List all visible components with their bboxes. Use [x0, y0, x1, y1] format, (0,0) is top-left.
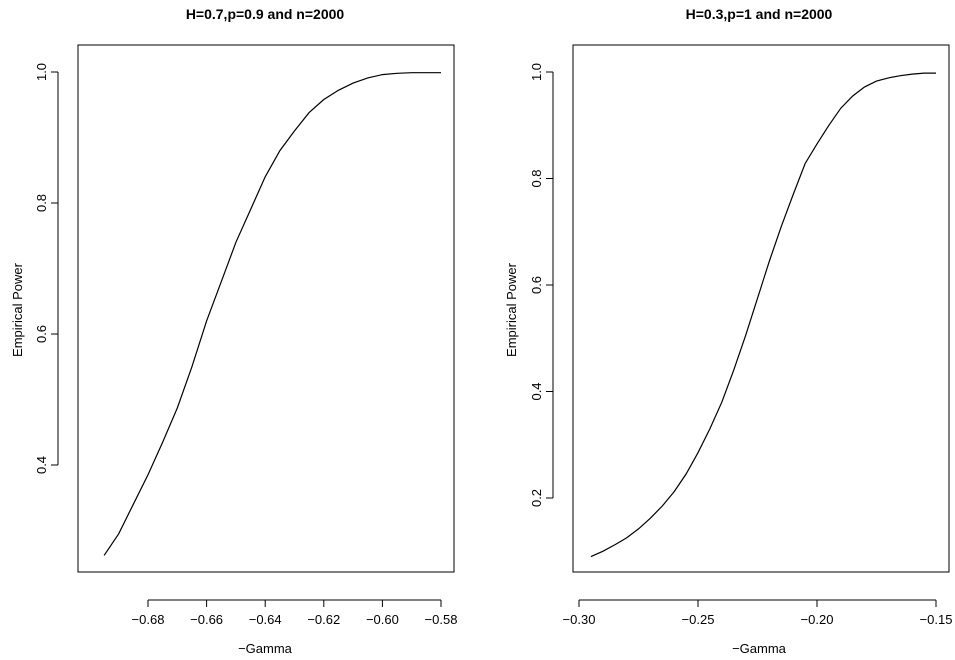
plot-frame-left	[77, 44, 455, 573]
chart-panel-left: H=0.7,p=0.9 and n=2000 −0.68 −0.66 −0.64 −0…	[10, 6, 457, 656]
y-tick-label: 0.6	[34, 325, 49, 343]
y-tick-label: 0.4	[529, 382, 544, 400]
chart-panel-right: H=0.3,p=1 and n=2000 −0.30 −0.25 −0.20 −0.1…	[504, 6, 952, 656]
x-tick-label: −0.58	[425, 612, 458, 627]
x-tick-label: −0.66	[190, 612, 223, 627]
y-axis-right: 0.2 0.4 0.6 0.8 1.0	[529, 63, 554, 507]
y-tick-label: 0.8	[529, 169, 544, 187]
y-tick-label: 0.2	[529, 489, 544, 507]
x-tick-label: −0.30	[563, 612, 596, 627]
x-axis-label-left: −Gamma	[238, 641, 293, 656]
chart-title-right: H=0.3,p=1 and n=2000	[686, 6, 833, 22]
x-tick-label: −0.60	[366, 612, 399, 627]
x-tick-label: −0.25	[682, 612, 715, 627]
y-tick-label: 1.0	[34, 63, 49, 81]
y-tick-label: 0.8	[34, 194, 49, 212]
x-axis-right: −0.30 −0.25 −0.20 −0.15	[563, 599, 953, 627]
y-tick-label: 1.0	[529, 63, 544, 81]
y-tick-label: 0.6	[529, 276, 544, 294]
x-tick-label: −0.68	[132, 612, 165, 627]
power-curve-right	[590, 72, 936, 558]
chart-title-left: H=0.7,p=0.9 and n=2000	[186, 6, 345, 22]
y-tick-label: 0.4	[34, 456, 49, 474]
y-axis-label-left: Empirical Power	[10, 262, 25, 357]
x-axis-label-right: −Gamma	[732, 641, 787, 656]
plot-frame-right	[572, 44, 950, 573]
x-tick-label: −0.62	[307, 612, 340, 627]
x-tick-label: −0.15	[920, 612, 953, 627]
power-curve-left	[103, 72, 441, 556]
y-axis-left: 0.4 0.6 0.8 1.0	[34, 63, 59, 474]
y-axis-label-right: Empirical Power	[504, 262, 519, 357]
x-tick-label: −0.64	[249, 612, 282, 627]
x-tick-label: −0.20	[801, 612, 834, 627]
x-axis-left: −0.68 −0.66 −0.64 −0.62 −0.60 −0.58	[132, 599, 458, 627]
